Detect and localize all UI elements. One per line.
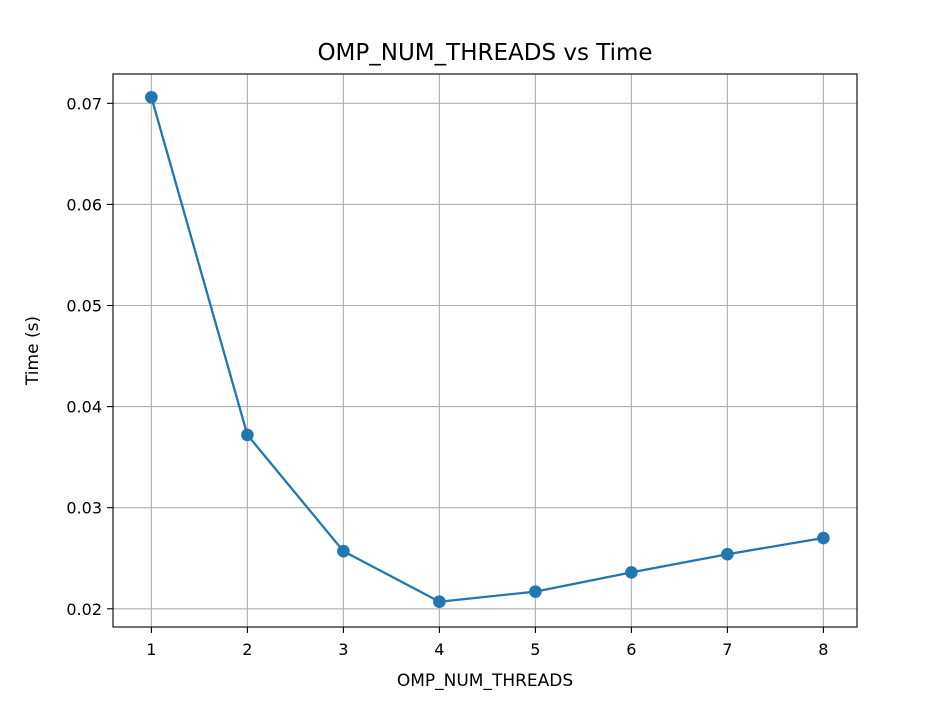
- x-tick-label: 4: [434, 640, 444, 659]
- data-point: [817, 531, 830, 545]
- data-point: [145, 90, 158, 104]
- y-tick-label: 0.03: [66, 499, 102, 518]
- series-line: [150, 96, 824, 603]
- y-tick-label: 0.05: [66, 297, 102, 316]
- x-axis-label: OMP_NUM_THREADS: [397, 671, 573, 691]
- chart-title: OMP_NUM_THREADS vs Time: [317, 40, 652, 66]
- x-tick-label: 5: [530, 640, 540, 659]
- x-tick-label: 3: [338, 640, 348, 659]
- y-axis-label: Time (s): [23, 316, 43, 386]
- series-layer: [145, 90, 830, 609]
- x-tick-label: 8: [818, 640, 828, 659]
- y-tick-label: 0.02: [66, 600, 102, 619]
- data-point: [721, 547, 734, 561]
- x-tick-label: 2: [242, 640, 252, 659]
- y-tick-label: 0.06: [66, 195, 102, 214]
- plot-frame: [112, 73, 858, 628]
- data-point: [625, 566, 638, 579]
- y-tick-label: 0.07: [66, 94, 102, 113]
- data-point: [433, 595, 446, 609]
- x-tick-label: 1: [146, 640, 156, 659]
- data-point: [241, 428, 254, 442]
- data-point: [529, 585, 542, 598]
- tick-layer: 1 2 3 4 5 6 7 8 0.02 0.03 0.04 0.05 0.06 0.07: [66, 94, 828, 659]
- grid-layer: [113, 74, 857, 627]
- x-tick-label: 7: [722, 640, 732, 659]
- y-tick-label: 0.04: [66, 398, 102, 417]
- x-tick-label: 6: [626, 640, 636, 659]
- data-point: [337, 544, 350, 558]
